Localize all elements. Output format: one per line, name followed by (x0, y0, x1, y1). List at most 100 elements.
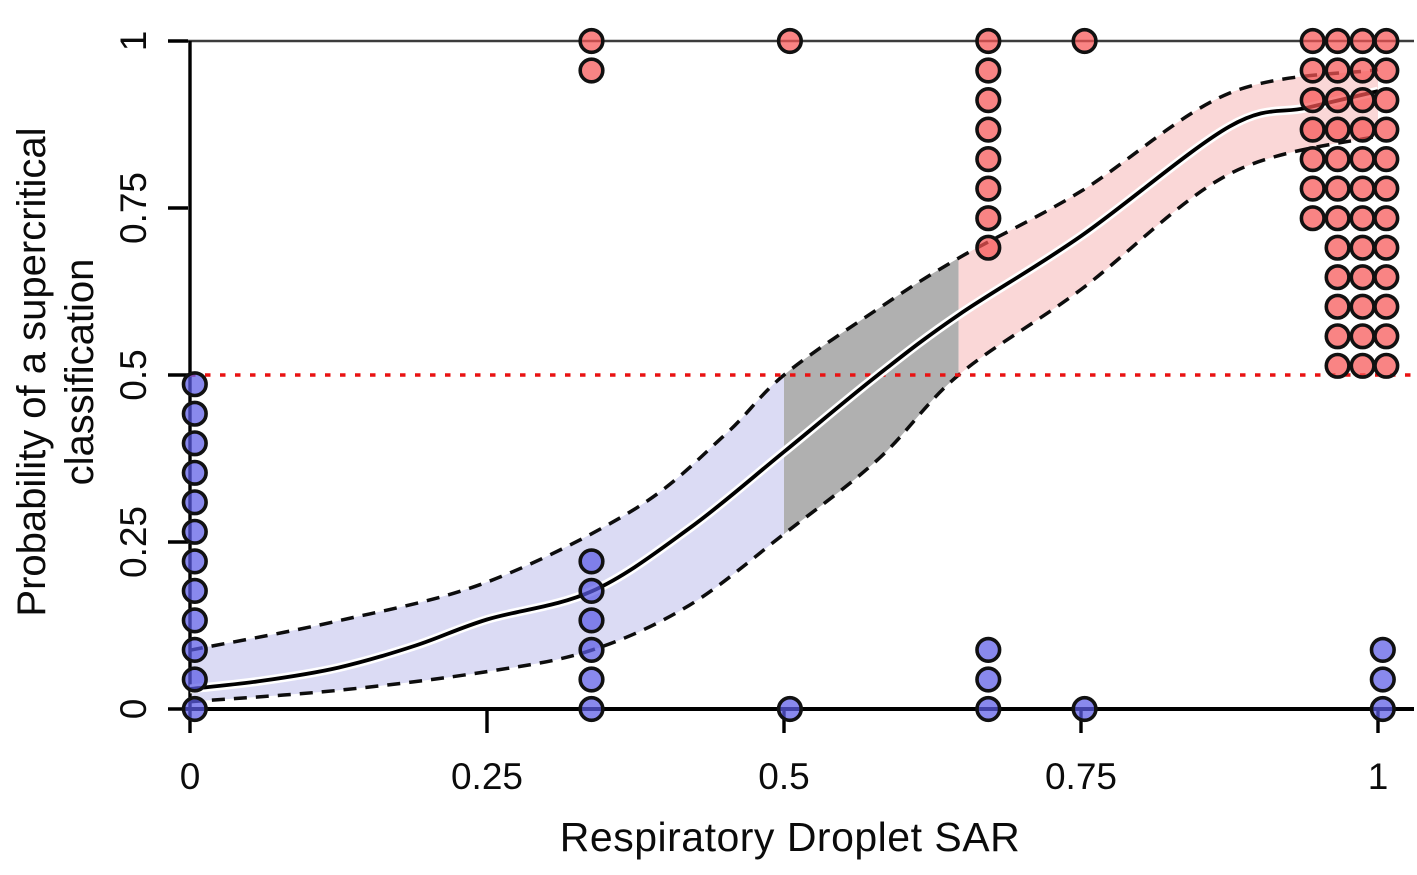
subcritical-point-dot (181, 577, 208, 605)
supercritical-point-dot (1324, 352, 1351, 379)
supercritical-point-dot (1324, 293, 1351, 320)
supercritical-point-dot (776, 27, 804, 55)
supercritical-point-dot (1373, 57, 1400, 84)
subcritical-point-dot (1071, 695, 1098, 723)
supercritical-point-dot (1324, 205, 1351, 232)
subcritical-point (181, 371, 1396, 723)
supercritical-point-dot (1349, 352, 1376, 379)
subcritical-point-dot (181, 666, 208, 693)
subcritical-point-dot (181, 459, 208, 486)
supercritical-point-dot (975, 57, 1002, 84)
supercritical-point-dot (1349, 146, 1376, 173)
supercritical-point-dot (1373, 86, 1400, 114)
supercritical-point-dot (1324, 116, 1351, 143)
subcritical-point-dot (181, 489, 208, 516)
supercritical-point-dot (975, 86, 1002, 114)
supercritical-point-dot (1373, 205, 1400, 232)
x-tick-label: 0.25 (451, 756, 523, 797)
supercritical-point-dot (1373, 175, 1400, 202)
supercritical-point-dot (1373, 352, 1400, 379)
supercritical-point-dot (975, 27, 1002, 55)
upper-ci-curve (189, 67, 1379, 652)
y-tick-label: 0.75 (113, 172, 154, 244)
supercritical-point-dot (1373, 323, 1400, 350)
x-tick-label: 0.5 (758, 756, 809, 797)
subcritical-point-dot (1369, 695, 1396, 723)
supercritical-point-dot (1299, 27, 1326, 55)
subcritical-point-dot (181, 695, 208, 723)
subcritical-point-dot (181, 430, 208, 457)
y-axis-label-line2: classification (58, 258, 102, 486)
band-straddles-threshold (784, 258, 959, 534)
supercritical-point-dot (1324, 57, 1351, 84)
subcritical-point-dot (181, 636, 208, 664)
supercritical-point-dot (1373, 146, 1400, 173)
supercritical-point-dot (1324, 27, 1351, 55)
supercritical-point-dot (1349, 205, 1376, 232)
subcritical-point-dot (181, 607, 208, 634)
subcritical-point-dot (578, 636, 605, 664)
x-tick-labels: 0 0.25 0.5 0.75 1 (180, 756, 1389, 797)
supercritical-point-dot (1299, 57, 1326, 84)
subcritical-point-dot (578, 577, 605, 605)
lower-ci-curve (189, 134, 1379, 704)
supercritical-point-dot (1349, 27, 1376, 55)
y-tick-label: 0 (113, 699, 154, 720)
subcritical-point-dot (975, 636, 1002, 664)
supercritical-point-dot (975, 175, 1002, 202)
supercritical-point-dot (1324, 86, 1351, 114)
supercritical-point-dot (1349, 57, 1376, 84)
supercritical-point-dot (1299, 205, 1326, 232)
y-axis-label-line1: Probability of a supercritical (10, 127, 54, 617)
supercritical-point-dot (1299, 116, 1326, 143)
y-tick-label: 1 (113, 31, 154, 52)
supercritical-point-dot (1071, 27, 1098, 55)
x-axis-label: Respiratory Droplet SAR (559, 814, 1021, 860)
y-ticks (168, 39, 188, 711)
supercritical-point-dot (975, 205, 1002, 232)
supercritical-point-dot (1349, 175, 1376, 202)
supercritical-point-dot (578, 27, 605, 55)
supercritical-point-dot (1324, 175, 1351, 202)
supercritical-point-dot (1373, 234, 1400, 261)
supercritical-point-dot (578, 57, 605, 84)
confidence-band-regions (190, 69, 1378, 702)
supercritical-point-dot (1349, 323, 1376, 350)
fit-curve (189, 86, 1380, 694)
subcritical-point-dot (578, 607, 605, 634)
x-tick-label: 0 (180, 756, 201, 797)
supercritical-point-dot (975, 146, 1002, 173)
supercritical-point-dot (1349, 293, 1376, 320)
supercritical-point-dot (1324, 323, 1351, 350)
supercritical-point-dot (1299, 175, 1326, 202)
supercritical-point-dot (1324, 264, 1351, 291)
subcritical-point-dot (578, 666, 605, 693)
subcritical-point-dot (181, 518, 208, 545)
supercritical-point-dot (1349, 86, 1376, 114)
supercritical-point-dot (1324, 234, 1351, 261)
supercritical-point-dot (1299, 86, 1326, 114)
fit-curve-line (189, 89, 1379, 691)
subcritical-point-dot (181, 371, 208, 398)
supercritical-point-dot (1373, 293, 1400, 320)
supercritical-point-dot (1299, 146, 1326, 173)
supercritical-point-dot (1349, 264, 1376, 291)
supercritical-point-dot (1373, 116, 1400, 143)
subcritical-point-dot (578, 695, 605, 723)
subcritical-point-dot (1369, 636, 1396, 664)
y-axis-label: Probability of a supercritical classific… (8, 2, 104, 742)
subcritical-point-dot (975, 666, 1002, 693)
supercritical-point-dot (1324, 146, 1351, 173)
band-below-threshold (190, 375, 784, 702)
supercritical-point-dot (975, 234, 1002, 261)
x-tick-label: 1 (1368, 756, 1389, 797)
y-tick-label: 0.25 (113, 506, 154, 578)
subcritical-point-dot (975, 695, 1002, 723)
subcritical-point-dot (181, 548, 208, 575)
band-above-threshold (958, 69, 1378, 376)
supercritical-point-dot (1349, 116, 1376, 143)
subcritical-point-dot (776, 695, 804, 723)
supercritical-point-dot (1373, 264, 1400, 291)
